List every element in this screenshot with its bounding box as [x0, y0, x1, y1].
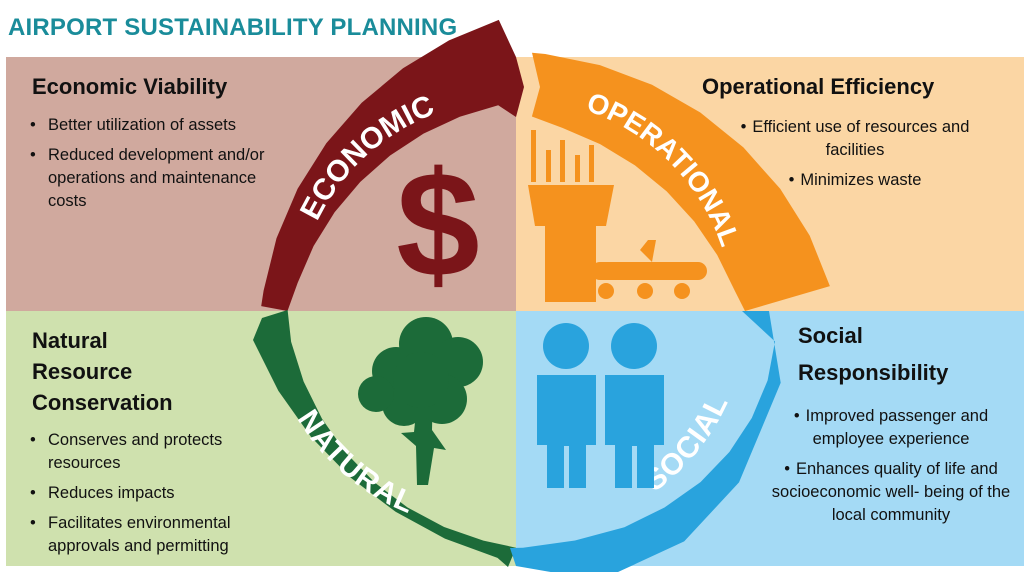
- social-bullet-1: • Improved passenger and employee experie…: [793, 407, 989, 448]
- natural-bullet-1: Conserves and protects resources: [28, 429, 268, 475]
- natural-heading: Natural Resource Conservation: [32, 325, 173, 418]
- natural-heading-line-2: Resource: [32, 359, 133, 384]
- natural-bullets: Conserves and protects resources Reduces…: [28, 429, 268, 565]
- economic-bullet-1: Better utilization of assets: [28, 114, 268, 137]
- tree-icon: [358, 317, 483, 485]
- natural-arc: [253, 310, 516, 567]
- economic-heading: Economic Viability: [32, 74, 228, 99]
- operational-arc: [531, 52, 830, 312]
- control-tower-airplane-icon: [528, 130, 707, 302]
- operational-bullets: • Efficient use of resources and faciliti…: [740, 116, 970, 199]
- dollar-sign-icon: $: [396, 140, 479, 308]
- people-icon: [537, 323, 664, 488]
- social-bullet-2: • Enhances quality of life and socioecono…: [771, 460, 1011, 524]
- social-arc: [510, 311, 781, 572]
- operational-heading: Operational Efficiency: [702, 74, 935, 99]
- natural-heading-line-3: Conservation: [32, 390, 173, 415]
- operational-bullet-2: • Minimizes waste: [788, 171, 922, 189]
- page-title: AIRPORT SUSTAINABILITY PLANNING: [8, 14, 458, 41]
- natural-heading-line-1: Natural: [32, 328, 108, 353]
- social-heading-line-1: Social: [798, 323, 863, 348]
- social-heading: Social Responsibility: [798, 320, 948, 388]
- economic-bullet-2: Reduced development and/or operations an…: [28, 144, 268, 213]
- economic-arc: [261, 19, 524, 312]
- quadrant-social: [516, 311, 1024, 566]
- social-bullets: • Improved passenger and employee experie…: [760, 405, 1022, 534]
- natural-bullet-2: Reduces impacts: [28, 482, 268, 505]
- social-heading-line-2: Responsibility: [798, 360, 949, 385]
- natural-bullet-3: Facilitates environmental approvals and …: [28, 512, 268, 558]
- operational-bullet-1: • Efficient use of resources and faciliti…: [740, 118, 970, 159]
- economic-bullets: Better utilization of assets Reduced dev…: [28, 114, 268, 220]
